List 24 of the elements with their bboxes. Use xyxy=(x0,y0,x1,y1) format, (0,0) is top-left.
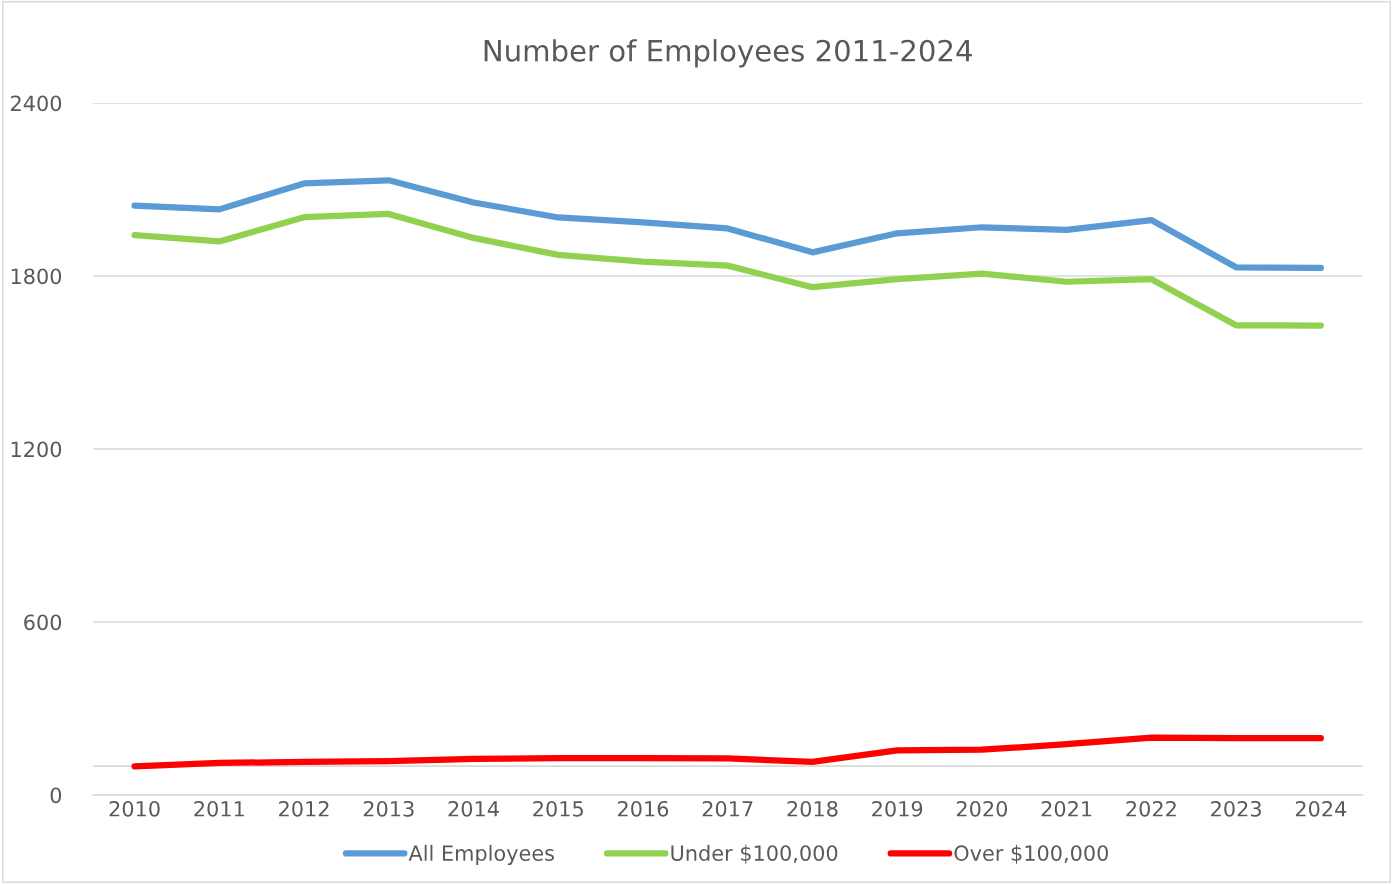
x-tick-label: 2018 xyxy=(787,800,838,817)
x-tick-label: 2020 xyxy=(956,800,1008,817)
x-tick-label: 2022 xyxy=(1126,800,1176,817)
x-tick-label: 2010 xyxy=(109,800,160,817)
chart-title: Number of Employees 2011-2024 xyxy=(484,39,972,68)
x-tick-label: 2011 xyxy=(194,800,244,817)
x-tick-label: 2012 xyxy=(279,800,329,817)
x-tick-label: 2015 xyxy=(533,800,583,817)
y-tick-label: 1800 xyxy=(11,268,62,285)
x-tick-label: 2017 xyxy=(702,800,753,817)
x-tick-label: 2023 xyxy=(1211,800,1261,817)
legend-label: Over $100,000 xyxy=(954,844,1109,864)
x-tick-label: 2014 xyxy=(448,800,499,817)
y-tick-label: 2400 xyxy=(11,95,62,112)
x-tick-label: 2019 xyxy=(872,800,923,817)
legend-label: Under $100,000 xyxy=(671,844,838,864)
legend-label: All Employees xyxy=(408,844,554,866)
y-tick-label: 600 xyxy=(24,614,62,631)
x-tick-label: 2024 xyxy=(1295,800,1347,817)
x-tick-label: 2013 xyxy=(363,800,414,817)
x-tick-label: 2016 xyxy=(617,800,669,817)
y-tick-label: 0 xyxy=(50,787,62,804)
y-tick-label: 1200 xyxy=(11,441,62,458)
x-tick-label: 2021 xyxy=(1041,800,1092,817)
